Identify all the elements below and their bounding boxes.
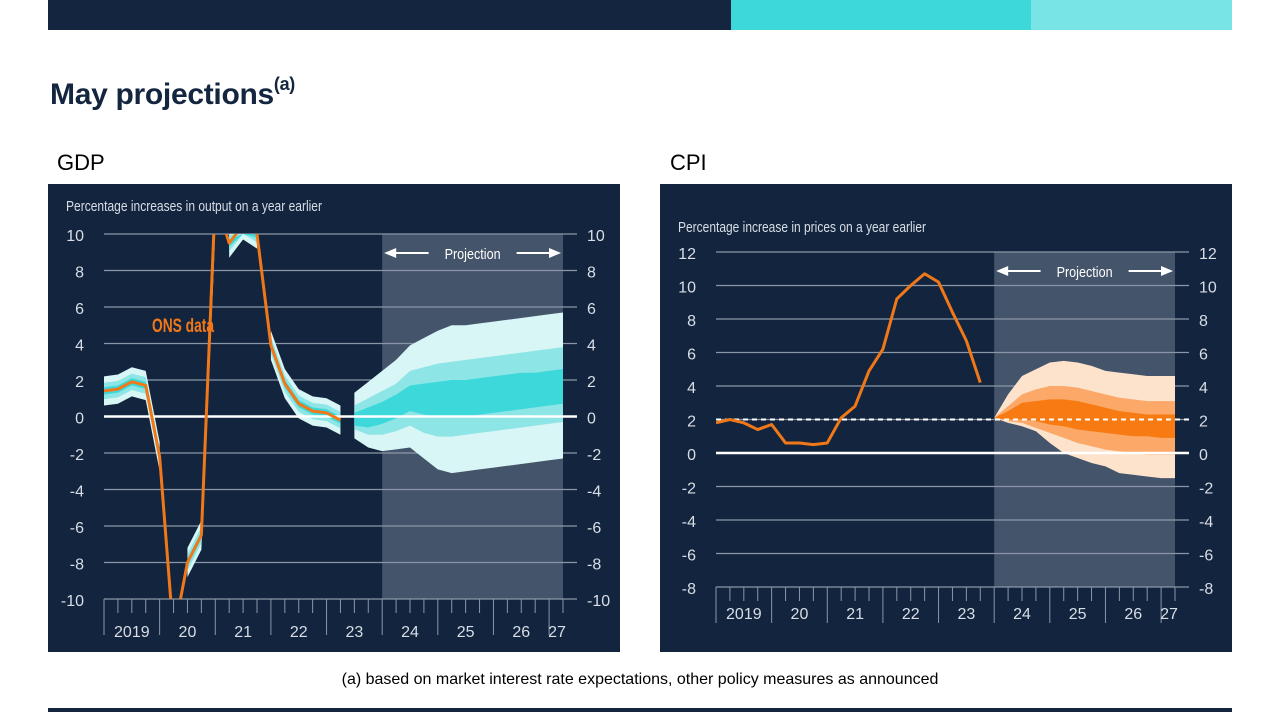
x-tick-label: 2019 <box>726 606 762 623</box>
y-tick-label-right: 8 <box>1199 313 1208 330</box>
y-tick-label-right: 6 <box>587 301 596 318</box>
x-tick-label: 2019 <box>114 624 150 641</box>
y-tick-label-right: 10 <box>587 228 605 245</box>
x-tick-label: 24 <box>1013 606 1031 623</box>
header-bar-dark <box>48 0 731 30</box>
y-tick-label-left: 6 <box>687 347 696 364</box>
y-tick-label-right: 10 <box>1199 280 1217 297</box>
ons-data-line <box>716 272 982 447</box>
y-tick-label-right: 0 <box>1199 447 1208 464</box>
arrow-left-icon <box>384 248 397 258</box>
x-tick-label: 21 <box>846 606 864 623</box>
y-tick-label-right: 6 <box>1199 347 1208 364</box>
backcast-band-middle <box>270 337 341 429</box>
cpi-chart: Percentage increase in prices on a year … <box>678 219 1217 623</box>
y-tick-label-left: -6 <box>70 520 84 537</box>
x-tick-label: 22 <box>290 624 308 641</box>
x-tick-label: 25 <box>1069 606 1087 623</box>
y-tick-label-left: -8 <box>682 581 696 598</box>
y-tick-label-left: 10 <box>678 280 696 297</box>
y-tick-label-left: 4 <box>75 338 84 355</box>
header-bar-teal <box>731 0 1031 30</box>
header-bar-light-teal <box>1031 0 1232 30</box>
page-title-text: May projections <box>50 78 274 111</box>
y-tick-label-right: 0 <box>587 411 596 428</box>
y-tick-label-right: -6 <box>1199 548 1213 565</box>
y-tick-label-right: 12 <box>1199 246 1217 263</box>
y-tick-label-right: -8 <box>1199 581 1213 598</box>
y-tick-label-right: 4 <box>587 338 596 355</box>
title-footnote-marker: (a) <box>273 74 295 94</box>
y-tick-label-left: 10 <box>66 228 84 245</box>
y-tick-label-left: 6 <box>75 301 84 318</box>
y-tick-label-right: 2 <box>1199 414 1208 431</box>
x-tick-label: 20 <box>791 606 809 623</box>
bottom-rule <box>48 708 1232 712</box>
y-tick-label-right: -6 <box>587 520 601 537</box>
x-tick-label: 27 <box>548 624 566 641</box>
y-tick-label-left: -4 <box>682 514 696 531</box>
backcast-band-outer <box>187 234 216 578</box>
x-tick-label: 23 <box>345 624 363 641</box>
y-tick-label-left: 2 <box>75 374 84 391</box>
x-tick-label: 26 <box>1124 606 1142 623</box>
ons-data-line <box>104 234 342 599</box>
cpi-chart-panel: Percentage increase in prices on a year … <box>660 184 1232 652</box>
ons-data-annotation: ONS data <box>152 316 214 337</box>
y-tick-label-left: -8 <box>70 557 84 574</box>
y-tick-label-left: -10 <box>61 593 84 610</box>
y-tick-label-left: -4 <box>70 484 84 501</box>
gdp-chart: Percentage increases in output on a year… <box>61 198 610 641</box>
y-tick-label-left: -6 <box>682 548 696 565</box>
x-tick-label: 20 <box>179 624 197 641</box>
x-tick-label: 26 <box>512 624 530 641</box>
backcast-band-middle <box>104 373 160 465</box>
cpi-heading: CPI <box>670 150 707 175</box>
y-tick-label-right: -2 <box>1199 481 1213 498</box>
projection-label: Projection <box>445 246 501 263</box>
chart-title: Percentage increases in output on a year… <box>66 198 322 215</box>
fan-band-inner <box>980 392 1175 438</box>
arrow-left-icon <box>996 266 1009 276</box>
y-tick-label-left: 8 <box>687 313 696 330</box>
gdp-chart-panel: Percentage increases in output on a year… <box>48 184 620 652</box>
y-tick-label-right: -8 <box>587 557 601 574</box>
page-title: May projections(a) <box>50 74 295 112</box>
y-tick-label-left: 4 <box>687 380 696 397</box>
x-tick-label: 22 <box>902 606 920 623</box>
y-tick-label-left: -2 <box>70 447 84 464</box>
fan-band-inner <box>354 369 563 428</box>
x-tick-label: 23 <box>957 606 975 623</box>
chart-title: Percentage increase in prices on a year … <box>678 219 926 236</box>
y-tick-label-left: 2 <box>687 414 696 431</box>
y-tick-label-right: 4 <box>1199 380 1208 397</box>
gdp-heading: GDP <box>57 150 105 175</box>
footnote: (a) based on market interest rate expect… <box>341 671 939 688</box>
y-tick-label-right: -4 <box>587 484 601 501</box>
y-tick-label-right: -10 <box>587 593 610 610</box>
y-tick-label-left: 8 <box>75 265 84 282</box>
backcast-band-inner <box>229 234 257 247</box>
y-tick-label-left: 0 <box>687 447 696 464</box>
y-tick-label-left: 12 <box>678 246 696 263</box>
y-tick-label-right: 2 <box>587 374 596 391</box>
x-tick-label: 27 <box>1160 606 1178 623</box>
x-tick-label: 24 <box>401 624 419 641</box>
y-tick-label-left: 0 <box>75 411 84 428</box>
y-tick-label-left: -2 <box>682 481 696 498</box>
y-tick-label-right: 8 <box>587 265 596 282</box>
arrow-right-icon <box>549 248 561 258</box>
x-tick-label: 21 <box>234 624 252 641</box>
projection-label: Projection <box>1057 264 1113 281</box>
arrow-right-icon <box>1161 266 1173 276</box>
y-tick-label-right: -4 <box>1199 514 1213 531</box>
x-tick-label: 25 <box>457 624 475 641</box>
y-tick-label-right: -2 <box>587 447 601 464</box>
